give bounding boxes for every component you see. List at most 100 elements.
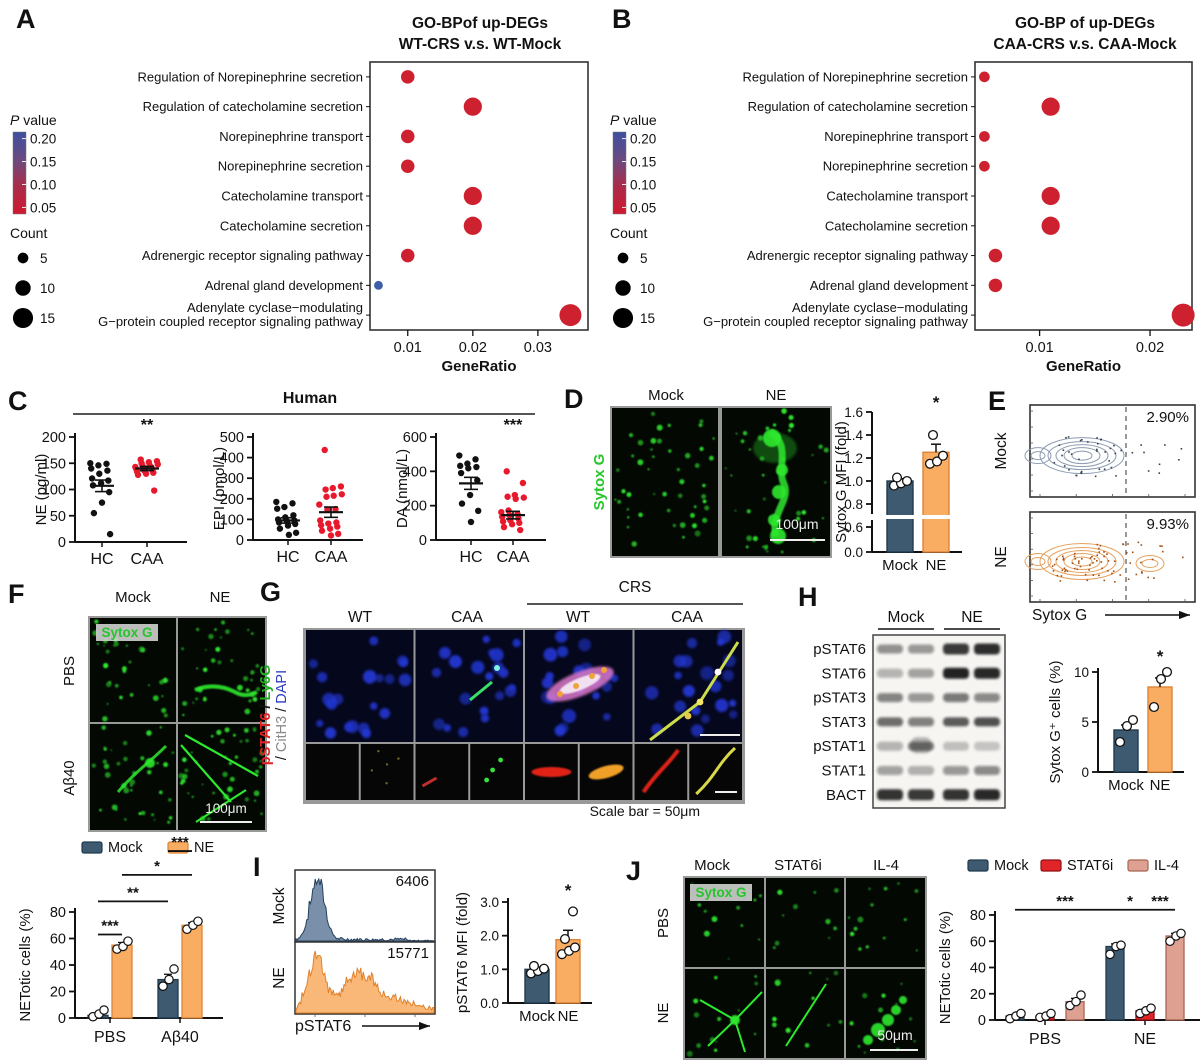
scatter-point <box>317 521 325 529</box>
cell-dot <box>148 684 150 687</box>
flow-event <box>1078 458 1080 461</box>
x-category: CAA <box>497 549 530 566</box>
line <box>699 999 736 1021</box>
go-dot <box>988 278 1003 293</box>
cell-dot <box>804 1043 810 1048</box>
contour-ring <box>1055 444 1109 468</box>
flow-event <box>1088 569 1090 571</box>
x-category: HC <box>276 549 299 566</box>
cell-dot <box>106 703 109 705</box>
cell-dot <box>621 489 626 494</box>
blot-row-label: BACT <box>826 787 866 804</box>
flow-event <box>1092 562 1094 564</box>
scatter-point <box>520 494 527 501</box>
data-point <box>569 942 581 953</box>
nucleus <box>479 706 489 716</box>
pvalue-tick: 0.05 <box>30 200 56 215</box>
cell-dot <box>772 423 777 427</box>
cell-dot <box>215 646 221 652</box>
nucleus <box>361 728 371 739</box>
legend-swatch-stat6i <box>1040 859 1062 872</box>
flow-event <box>1062 559 1065 561</box>
y-axis-label: DA (nmol/L) <box>394 449 411 528</box>
cell-dot <box>754 981 759 986</box>
data-point <box>1114 736 1126 748</box>
flow-event <box>1098 547 1100 550</box>
net-blob <box>899 996 907 1004</box>
cell-dot <box>753 898 757 902</box>
cell-dot <box>694 530 701 537</box>
cell-dot <box>119 695 123 700</box>
cell-dot <box>210 734 214 738</box>
cell-dot <box>245 738 249 743</box>
flow-event <box>1062 557 1065 559</box>
x-group: PBS <box>1029 1031 1061 1048</box>
flow-event <box>1131 551 1134 554</box>
cell-dot <box>693 998 699 1004</box>
cell-dot <box>103 747 107 751</box>
cell-dot <box>863 1051 867 1054</box>
cell-dot <box>915 949 918 952</box>
nucleus <box>482 635 491 644</box>
cell-dot <box>824 481 827 484</box>
scatter-point <box>517 526 524 534</box>
cell-dot <box>745 545 749 549</box>
panel-c-title: Human <box>282 390 338 407</box>
cell-dot <box>253 799 257 802</box>
flow-event <box>1059 580 1062 582</box>
scatter-point <box>142 470 150 477</box>
blot-band <box>877 693 903 703</box>
nucleus <box>682 685 695 698</box>
cell-dot <box>679 522 686 528</box>
flow-event <box>1062 449 1065 451</box>
cell-dot <box>651 455 655 459</box>
x-category: CAA <box>315 549 348 566</box>
scatter-point <box>338 491 345 498</box>
cell-dot <box>715 1040 718 1043</box>
nucleus <box>686 637 698 649</box>
flow-event <box>1076 568 1079 571</box>
nucleus <box>722 654 736 668</box>
scatter-point <box>465 465 472 472</box>
x-category: Mock <box>519 1008 555 1025</box>
cell-dot <box>637 459 644 466</box>
flow-event <box>1158 472 1161 474</box>
cell-dot <box>248 699 252 703</box>
blot-band <box>908 766 934 775</box>
count-legend-value: 15 <box>40 311 55 326</box>
contour-ring <box>1024 447 1052 465</box>
flow-event <box>1086 579 1089 582</box>
flow-event <box>1140 571 1143 573</box>
go-dot <box>1041 186 1060 206</box>
bar-ne <box>111 944 133 1019</box>
blot-row-label: pSTAT1 <box>813 738 866 755</box>
flow-row-label: NE <box>993 546 1010 568</box>
flow-event <box>1096 442 1099 445</box>
blot-band <box>974 643 1000 655</box>
cell-dot <box>158 790 163 795</box>
cell-dot <box>233 733 236 737</box>
panel-d-letter: D <box>564 384 584 414</box>
cell-dot <box>236 684 243 691</box>
x-group: Aβ40 <box>161 1029 199 1046</box>
nucleus <box>485 672 494 681</box>
if-micrograph <box>306 630 414 742</box>
scatter-point <box>330 492 337 499</box>
scatter-point <box>290 512 297 519</box>
cell-dot <box>103 662 109 669</box>
if-speck <box>714 668 722 676</box>
cell-dot <box>691 523 697 529</box>
cell-dot <box>823 447 829 453</box>
col-label: IL-4 <box>873 857 899 874</box>
data-point <box>1046 1008 1056 1019</box>
cell-dot <box>255 663 260 668</box>
cell-dot <box>754 975 757 978</box>
cell-dot <box>253 790 260 797</box>
blot-row-label: pSTAT3 <box>813 690 866 707</box>
scatter-point <box>134 471 142 478</box>
cell-dot <box>239 739 243 743</box>
nucleus <box>399 658 408 667</box>
cell-dot <box>766 550 769 553</box>
blot-row-label: STAT3 <box>822 714 866 731</box>
cell-dot <box>616 468 620 472</box>
